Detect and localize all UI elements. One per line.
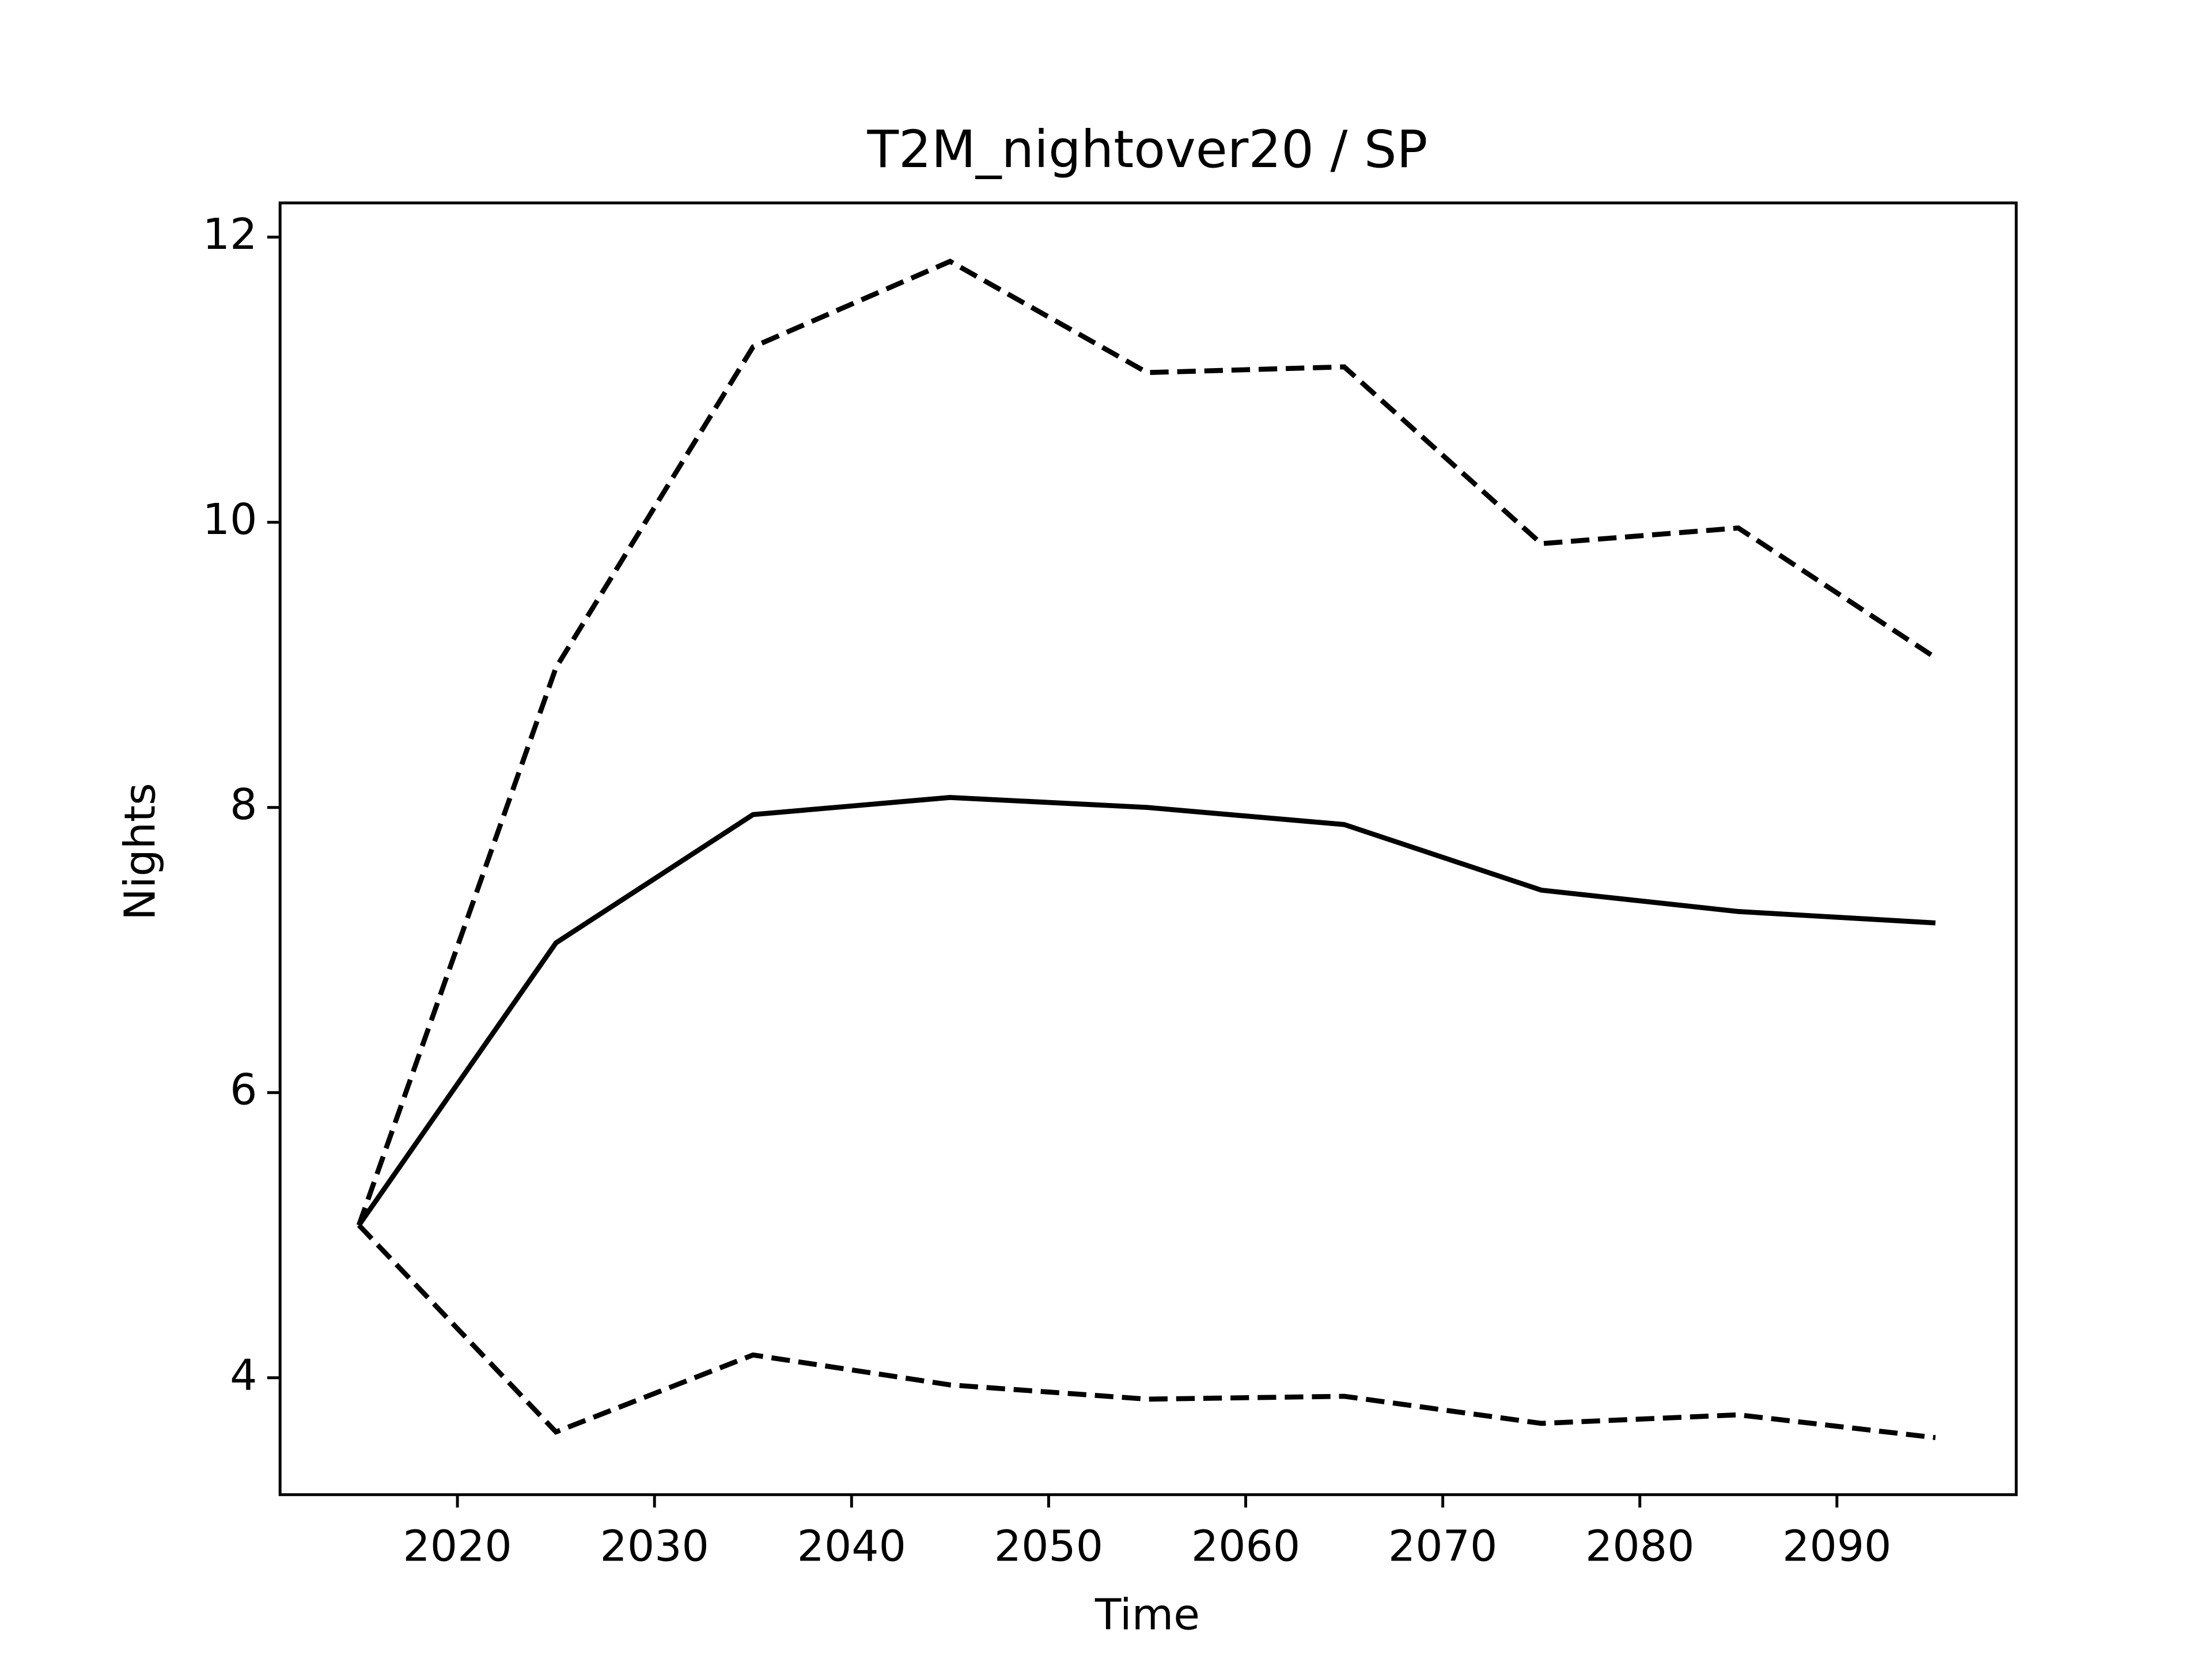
x-tick-label: 2030 bbox=[600, 1521, 709, 1571]
x-tick-label: 2070 bbox=[1388, 1521, 1497, 1571]
plot-frame bbox=[278, 201, 2018, 1497]
x-tick-label: 2040 bbox=[797, 1521, 906, 1571]
x-tick-label: 2050 bbox=[994, 1521, 1103, 1571]
y-tick-label: 12 bbox=[203, 209, 257, 259]
y-axis-label: Nights bbox=[115, 783, 165, 921]
series-line bbox=[356, 258, 1937, 1226]
y-tick-label: 10 bbox=[203, 494, 257, 544]
series-line bbox=[357, 1223, 1936, 1441]
x-axis-label: Time bbox=[1094, 1590, 1200, 1640]
y-tick-label: 6 bbox=[230, 1065, 257, 1115]
series-line bbox=[357, 795, 1936, 1227]
x-tick-label: 2060 bbox=[1191, 1521, 1300, 1571]
chart-title: T2M_nightover20 / SP bbox=[866, 120, 1427, 180]
x-tick-label: 2080 bbox=[1585, 1521, 1694, 1571]
y-tick-label: 4 bbox=[230, 1350, 257, 1400]
x-tick-label: 2090 bbox=[1782, 1521, 1891, 1571]
x-tick-label: 2020 bbox=[403, 1521, 512, 1571]
y-tick-label: 8 bbox=[230, 779, 257, 830]
